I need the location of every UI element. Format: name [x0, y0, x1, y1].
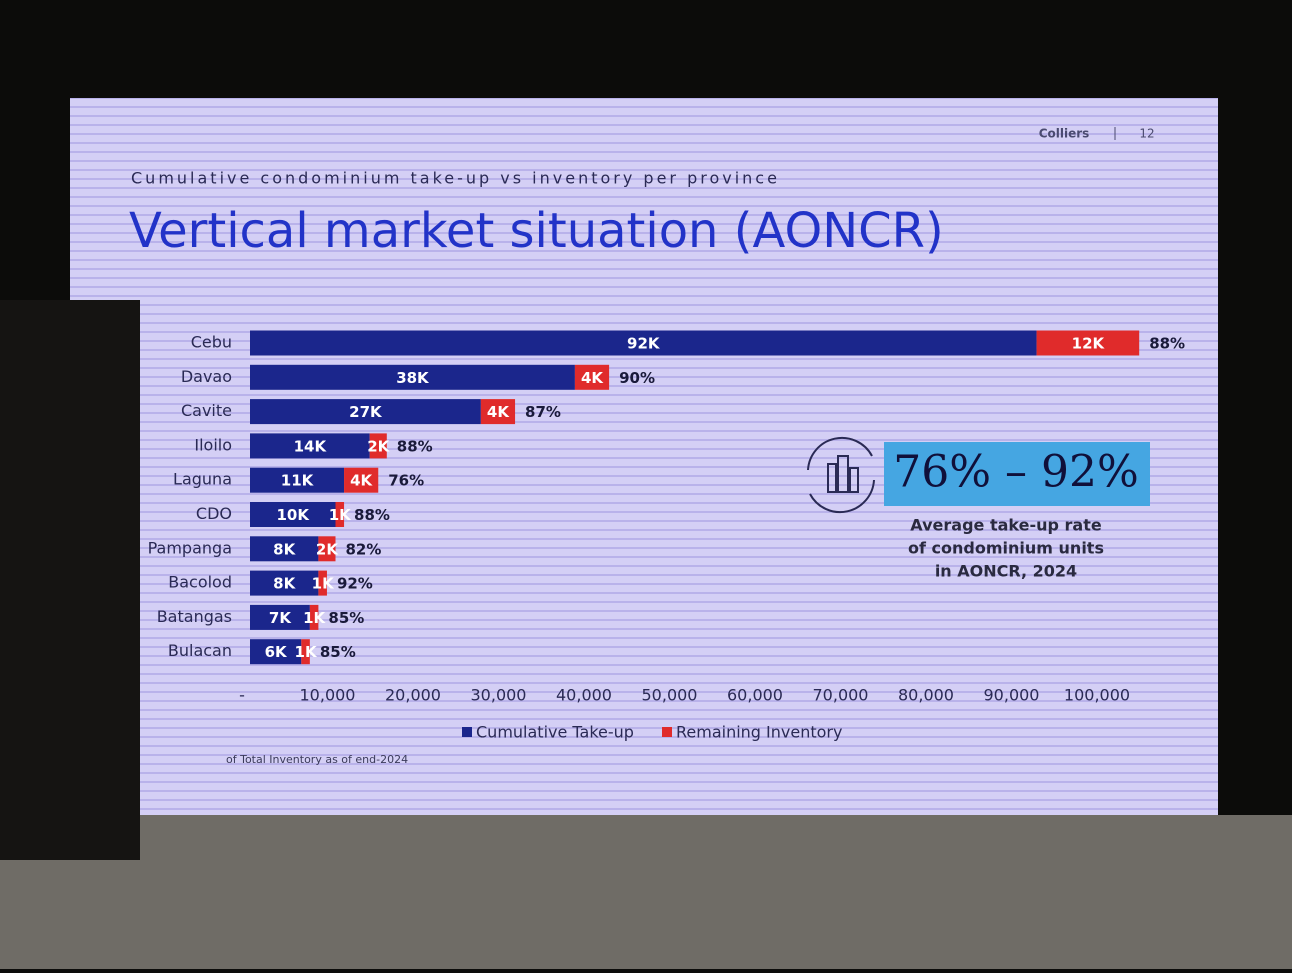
value-label: 2K	[367, 437, 390, 455]
bar-segment	[480, 399, 516, 425]
callout-text: of condominium units	[908, 539, 1104, 558]
value-label: 2K	[316, 540, 339, 558]
chart-subtitle: Cumulative condominium take-up vs invent…	[131, 169, 780, 188]
y-tick-label: Iloilo	[194, 435, 232, 454]
y-tick-label: Pampanga	[148, 538, 232, 557]
value-label: 4K	[350, 472, 373, 490]
presenter	[0, 300, 140, 860]
x-tick-label: 20,000	[385, 686, 441, 705]
x-tick-label: 80,000	[898, 686, 954, 705]
value-label: 4K	[487, 403, 510, 421]
bar-segment	[250, 502, 336, 527]
value-label: 1K	[303, 609, 326, 627]
value-label: 27K	[349, 403, 383, 421]
bar-segment	[250, 364, 575, 390]
rate-label: 88%	[1149, 335, 1185, 353]
y-tick-label: CDO	[196, 504, 232, 523]
bar-segment	[318, 536, 336, 562]
value-label: 1K	[329, 506, 352, 524]
rate-label: 85%	[328, 609, 364, 627]
bar-segment	[250, 536, 319, 562]
bar-segment	[250, 467, 345, 493]
x-tick-label: 70,000	[813, 686, 869, 705]
bar-segment	[335, 502, 345, 527]
value-label: 11K	[281, 472, 315, 490]
legend-label: Cumulative Take-up	[476, 723, 634, 742]
bar-segment	[318, 570, 327, 596]
value-label: 92K	[627, 335, 661, 353]
x-tick-label: 40,000	[556, 686, 612, 705]
y-tick-label: Davao	[181, 367, 232, 386]
bar-segment	[250, 570, 319, 596]
y-tick-label: Batangas	[157, 607, 232, 626]
value-label: 4K	[581, 369, 604, 387]
bar-segment	[250, 399, 481, 425]
rate-label: 87%	[525, 403, 561, 421]
value-label: 7K	[269, 609, 292, 627]
value-label: 12K	[1072, 335, 1106, 353]
chart-title: Vertical market situation (AONCR)	[129, 203, 944, 259]
bar-segment	[309, 604, 319, 630]
callout-text: in AONCR, 2024	[935, 562, 1077, 581]
x-tick-label: 10,000	[300, 686, 356, 705]
legend-swatch	[462, 727, 472, 737]
footnote: of Total Inventory as of end-2024	[226, 753, 408, 766]
value-label: 38K	[396, 369, 430, 387]
y-tick-label: Cavite	[181, 401, 232, 420]
callout-box	[884, 442, 1150, 506]
bar-segment	[1036, 330, 1140, 356]
value-label: 6K	[265, 643, 288, 661]
value-label: 1K	[312, 575, 335, 593]
x-tick-label: 60,000	[727, 686, 783, 705]
bar-segment	[250, 604, 310, 630]
callout-icon	[807, 436, 875, 514]
rate-label: 82%	[346, 540, 382, 558]
x-tick-label: -	[239, 686, 245, 705]
y-tick-label: Bacolod	[168, 573, 232, 592]
page-number: 12	[1139, 127, 1154, 141]
bar-segment	[574, 364, 610, 390]
x-tick-label: 50,000	[642, 686, 698, 705]
rate-label: 92%	[337, 575, 373, 593]
bar-segment	[301, 639, 310, 665]
stage-floor	[0, 815, 1292, 969]
legend-swatch	[662, 727, 672, 737]
bar-segment	[369, 433, 387, 459]
value-label: 1K	[295, 643, 318, 661]
legend-label: Remaining Inventory	[676, 723, 842, 742]
x-tick-label: 100,000	[1064, 686, 1130, 705]
rate-label: 90%	[619, 369, 655, 387]
y-tick-label: Laguna	[173, 470, 232, 489]
bar-segment	[250, 330, 1037, 356]
callout-range: 76% – 92%	[893, 447, 1139, 498]
y-tick-label: Cebu	[191, 333, 232, 352]
value-label: 10K	[277, 506, 311, 524]
brand: Colliers	[1039, 127, 1090, 141]
rate-label: 76%	[388, 472, 424, 490]
y-tick-label: Bulacan	[168, 641, 232, 660]
bar-segment	[344, 467, 379, 493]
rate-label: 88%	[397, 437, 433, 455]
value-label: 8K	[273, 540, 296, 558]
callout-text: Average take-up rate	[910, 516, 1102, 535]
value-label: 8K	[273, 575, 296, 593]
bar-segment	[250, 433, 370, 459]
x-tick-label: 90,000	[984, 686, 1040, 705]
rate-label: 88%	[354, 506, 390, 524]
x-tick-label: 30,000	[471, 686, 527, 705]
value-label: 14K	[294, 437, 328, 455]
rate-label: 85%	[320, 643, 356, 661]
bar-segment	[250, 639, 302, 665]
